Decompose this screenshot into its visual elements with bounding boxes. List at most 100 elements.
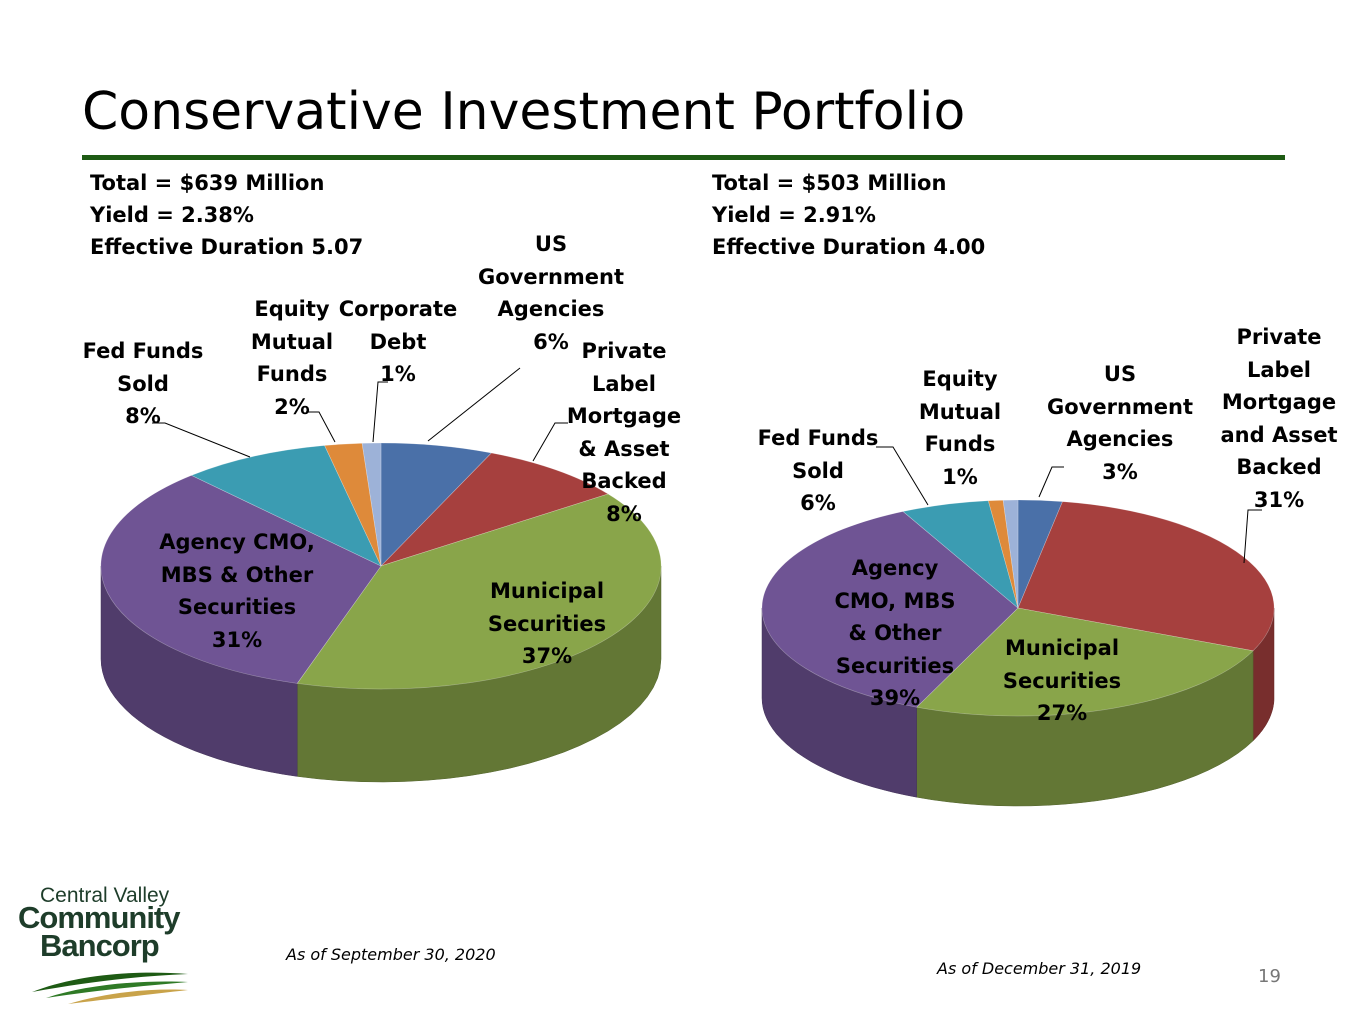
pie-1-label-3: Municipal Securities 37% xyxy=(488,575,606,673)
pie-label-line: Mutual xyxy=(918,399,1002,424)
pie-label-line: Corporate xyxy=(338,297,458,321)
right-duration: Effective Duration 4.00 xyxy=(712,235,986,259)
pie-2-slice-5 xyxy=(902,500,1019,609)
pie-1-slice-2 xyxy=(380,452,609,567)
pie-chart-2 xyxy=(761,446,1275,807)
pie-label-line: and Asset xyxy=(1220,422,1338,447)
right-portfolio-stats: Total = $503 Million Yield = 2.91% Effec… xyxy=(712,167,985,263)
pie-2-slice-2 xyxy=(1017,501,1275,652)
pie-1-label-4: Agency CMO, MBS & Other Securities 31% xyxy=(159,526,315,656)
pie-1-leader-5 xyxy=(152,422,251,458)
pie-label-line: Securities xyxy=(177,595,297,619)
right-total: Total = $503 Million xyxy=(712,171,947,195)
pie-label-line: Equity xyxy=(254,297,330,321)
pie-2-slice-3 xyxy=(915,607,1254,717)
right-yield: Yield = 2.91% xyxy=(712,203,876,227)
pie-label-line: Label xyxy=(1246,357,1312,382)
pie-2-slice-7 xyxy=(1002,499,1019,609)
pie-label-line: Backed xyxy=(1236,455,1322,479)
pie-label-line: Equity xyxy=(922,367,998,391)
pie-1-slice-6 xyxy=(324,442,382,567)
pie-label-line: 6% xyxy=(533,329,569,354)
pie-1-slice-3 xyxy=(296,493,662,690)
pie-1-leader-6 xyxy=(306,411,336,443)
pie-label-line: Label xyxy=(591,371,657,396)
pie-2-leader-2 xyxy=(1243,509,1262,564)
pie-2-label-5: Fed Funds Sold 6% xyxy=(758,422,879,520)
pie-label-line: Backed xyxy=(581,469,667,493)
pie-label-line: CMO, MBS xyxy=(834,588,956,613)
pie-label-line: US xyxy=(1103,362,1137,386)
pie-1-slice-7 xyxy=(361,442,382,567)
pie-1-label-1: US Government Agencies 6% xyxy=(478,228,624,358)
pie-label-line: Funds xyxy=(924,432,996,456)
pie-2-label-4: Agency CMO, MBS & Other Securities 39% xyxy=(834,552,955,715)
pie-label-line: 27% xyxy=(1036,701,1088,725)
title-underline xyxy=(82,155,1285,160)
left-portfolio-stats: Total = $639 Million Yield = 2.38% Effec… xyxy=(90,167,363,263)
logo-line-2: Community xyxy=(18,900,180,935)
pie-1-label-7: Corporate Debt 1% xyxy=(339,293,457,391)
pie-label-line: Government xyxy=(1046,394,1194,419)
pie-2-leader-1 xyxy=(1038,466,1064,498)
pie-label-line: Sold xyxy=(117,371,169,396)
pie-label-line: US xyxy=(534,232,568,256)
pie-label-line: MBS & Other xyxy=(160,562,314,587)
pie-label-line: 8% xyxy=(125,404,161,428)
pie-label-line: Debt xyxy=(369,329,427,354)
pie-chart-1 xyxy=(100,367,662,783)
pie-label-line: 31% xyxy=(211,627,263,652)
pie-2-label-2: Private Label Mortgage and Asset Backed 31% xyxy=(1221,321,1338,516)
pie-2-label-3: Municipal Securities 27% xyxy=(1003,632,1121,730)
pie-label-line: Mortgage xyxy=(566,404,682,428)
pie-2-leader-5 xyxy=(876,446,929,506)
pie-label-line: 3% xyxy=(1102,459,1138,484)
pie-2-slice-6 xyxy=(987,499,1019,609)
pie-label-line: & Other xyxy=(848,621,942,645)
pie-label-line: Securities xyxy=(1002,668,1122,693)
page-title: Conservative Investment Portfolio xyxy=(82,82,966,142)
pie-1-slice-4 xyxy=(100,475,382,684)
company-logo: Central Valley Community Bancorp xyxy=(18,884,198,1014)
pie-label-line: Securities xyxy=(487,611,607,636)
pie-label-line: Fed Funds xyxy=(82,339,204,363)
pie-1-label-5: Fed Funds Sold 8% xyxy=(83,335,204,433)
pie-label-line: 1% xyxy=(380,362,416,386)
pie-2-label-1: US Government Agencies 3% xyxy=(1047,358,1193,488)
pie-label-line: Municipal xyxy=(489,579,605,603)
logo-line-3: Bancorp xyxy=(40,928,160,963)
pie-label-line: Securities xyxy=(835,653,955,678)
pie-1-label-2: Private Label Mortgage & Asset Backed 8% xyxy=(567,335,681,530)
pie-label-line: 31% xyxy=(1253,487,1305,512)
left-total: Total = $639 Million xyxy=(90,171,325,195)
pie-label-line: Agency xyxy=(851,556,939,580)
page-number: 19 xyxy=(1258,966,1281,987)
pie-label-line: Agencies xyxy=(497,297,605,321)
pie-label-line: Fed Funds xyxy=(757,426,879,450)
pie-label-line: Municipal xyxy=(1004,636,1120,660)
pie-1-slice-5 xyxy=(190,445,382,567)
pie-label-line: Sold xyxy=(792,458,844,483)
pie-2-slice-4 xyxy=(761,511,1019,708)
pie-label-line: Mutual xyxy=(250,329,334,354)
pie-label-line: 39% xyxy=(869,686,921,710)
pie-label-line: Private xyxy=(1236,325,1322,349)
pie-2-label-6: Equity Mutual Funds 1% xyxy=(919,363,1001,493)
pie-label-line: Agencies xyxy=(1066,427,1174,451)
pie-1-slice-1 xyxy=(380,442,493,567)
pie-label-line: Funds xyxy=(256,362,328,386)
left-duration: Effective Duration 5.07 xyxy=(90,235,364,259)
pie-label-line: 37% xyxy=(521,644,573,668)
pie-1-label-6: Equity Mutual Funds 2% xyxy=(251,293,333,423)
pie-label-line: Agency CMO, xyxy=(159,530,315,554)
pie-label-line: & Asset xyxy=(578,436,670,461)
pie-label-line: 1% xyxy=(942,464,978,489)
pie-1-leader-1 xyxy=(427,367,521,442)
pie-label-line: 8% xyxy=(606,501,642,526)
pie-1-leader-7 xyxy=(372,381,388,443)
pie-label-line: Government xyxy=(477,264,625,289)
pie-2-slice-1 xyxy=(1017,499,1063,609)
pie-label-line: 6% xyxy=(800,491,836,515)
logo-fields-icon xyxy=(32,972,188,1004)
